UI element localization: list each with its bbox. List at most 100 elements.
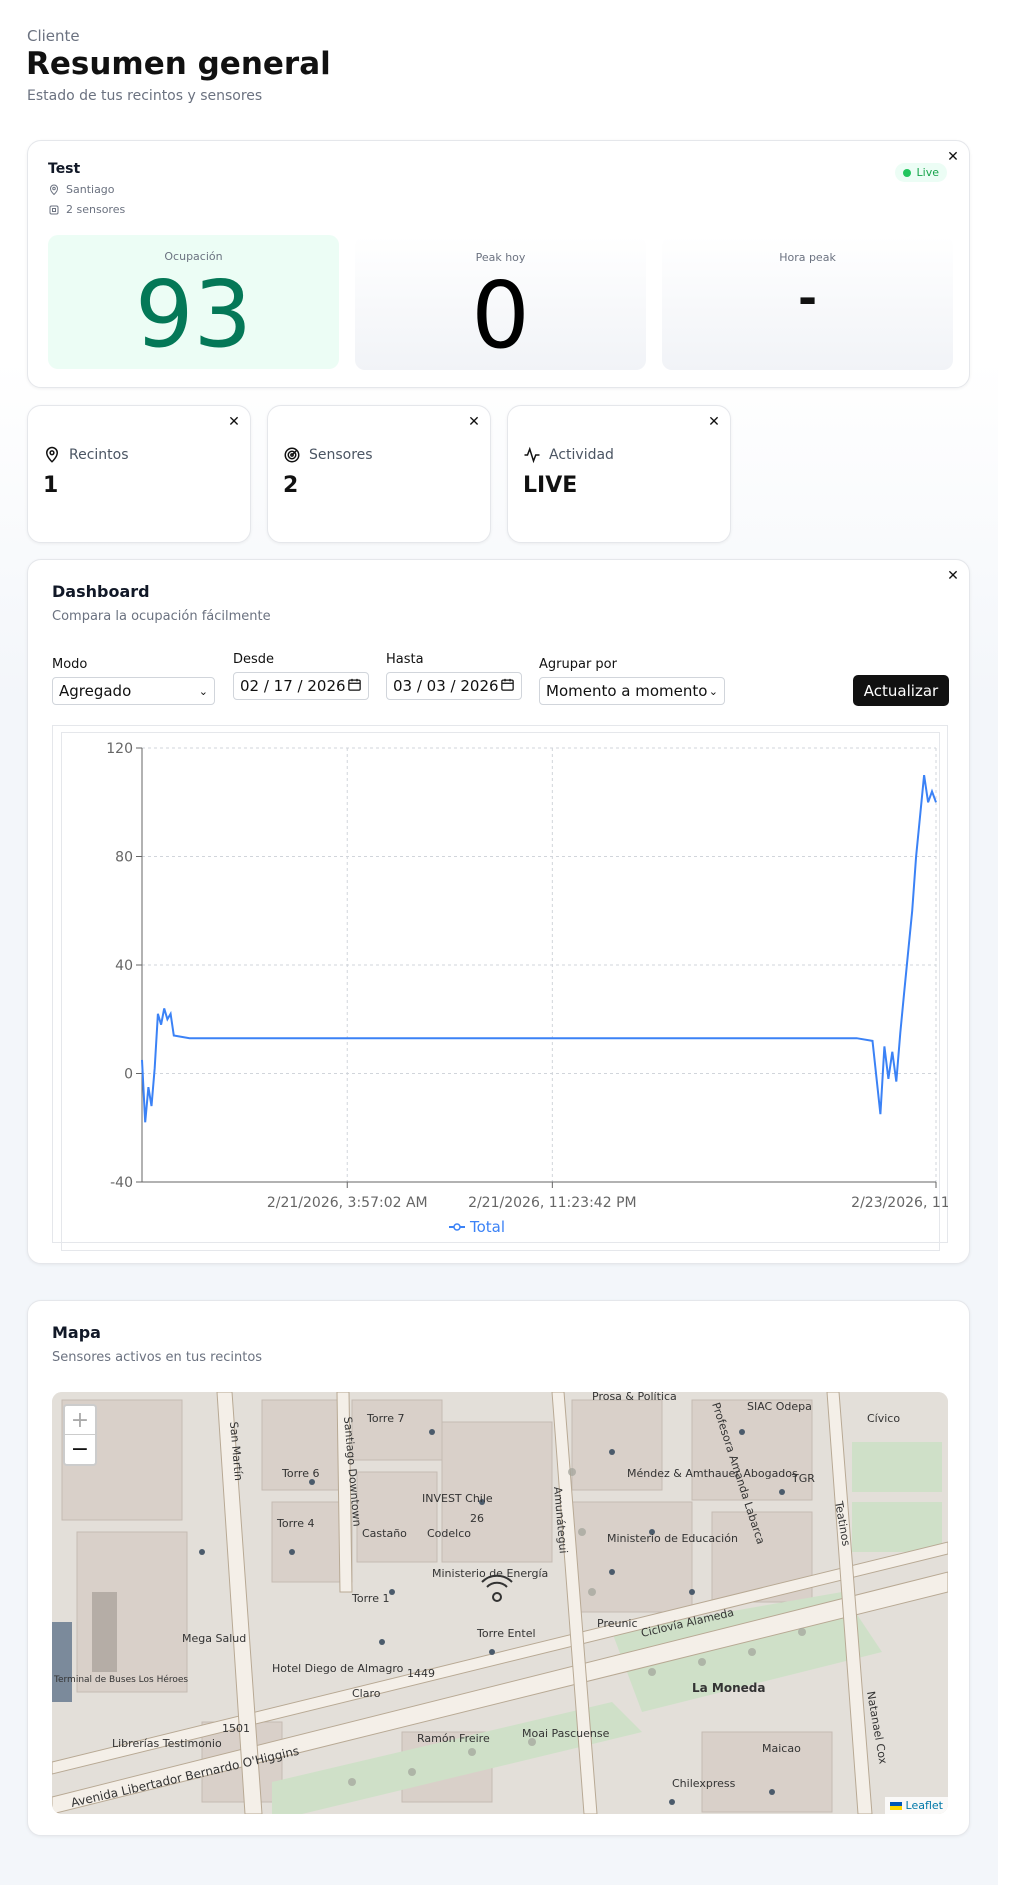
map-label: Torre 6	[281, 1467, 319, 1480]
mode-label: Modo	[52, 657, 88, 672]
map-attribution-label[interactable]: Leaflet	[905, 1799, 943, 1812]
map-label: Torre Entel	[476, 1627, 536, 1640]
chart-legend-marker	[453, 1223, 461, 1231]
map-label: TGR	[791, 1472, 815, 1485]
venue-name: Test	[48, 161, 81, 177]
map-label: Hotel Diego de Almagro	[272, 1662, 404, 1675]
calendar-icon[interactable]	[347, 677, 362, 696]
close-dashboard-card-button[interactable]: ✕	[943, 566, 963, 586]
ukraine-flag-icon	[889, 1801, 902, 1810]
map-label: Claro	[352, 1687, 381, 1700]
chart-legend-label: Total	[469, 1218, 505, 1236]
from-label: Desde	[233, 652, 275, 667]
radar-icon	[284, 447, 300, 463]
sensor-chip-icon	[49, 205, 59, 214]
map-label: Torre 7	[366, 1412, 404, 1425]
map-view[interactable]: San Martín Santiago Downtown Torre 7 Tor…	[52, 1392, 948, 1814]
map-label: 26	[470, 1512, 484, 1525]
chevron-down-icon: ⌄	[198, 684, 208, 698]
close-stat-card-button[interactable]: ✕	[704, 412, 724, 432]
live-badge-label: Live	[916, 166, 939, 179]
venue-location-row: Santiago	[48, 183, 115, 196]
map-label: Cívico	[867, 1412, 900, 1425]
zoom-control: + −	[63, 1404, 97, 1466]
map-label: INVEST Chile	[422, 1492, 493, 1505]
page-title: Resumen general	[26, 46, 331, 82]
metric-label: Hora peak	[779, 251, 836, 264]
chart-outer-frame	[52, 725, 948, 1243]
dashboard-title: Dashboard	[52, 582, 150, 601]
venue-card: ✕ Test Santiago 2 sensores Live Ocupació…	[27, 140, 970, 388]
sensor-marker-icon	[481, 1574, 513, 1602]
group-select[interactable]: Momento a momento ⌄	[539, 677, 725, 705]
zoom-out-button[interactable]: −	[70, 1437, 90, 1462]
stat-card-actividad: ✕ Actividad LIVE	[507, 405, 731, 543]
from-date-value: 02 / 17 / 2026	[240, 677, 346, 695]
map-label: Torre 4	[276, 1517, 314, 1530]
metric-value: 0	[471, 262, 530, 369]
chart-ytick-label: 0	[124, 1067, 133, 1083]
chevron-down-icon: ⌄	[708, 684, 718, 698]
map-pin-icon	[49, 184, 59, 195]
map-label: Amunátegui	[551, 1486, 570, 1554]
map-label: Ministerio de Educación	[607, 1532, 738, 1545]
update-button[interactable]: Actualizar	[853, 675, 949, 706]
page-subtitle: Estado de tus recintos y sensores	[27, 88, 263, 104]
from-date-input[interactable]: 02 / 17 / 2026	[233, 672, 369, 700]
metric-peak-hour: Hora peak -	[662, 236, 953, 370]
stat-value: 2	[283, 473, 299, 498]
map-label: Codelco	[427, 1527, 471, 1540]
metric-value: 93	[134, 261, 253, 368]
zoom-in-button[interactable]: +	[65, 1406, 95, 1435]
map-label: Prosa & Política	[592, 1392, 677, 1403]
map-label: Torre 1	[351, 1592, 389, 1605]
dashboard-card: ✕ Dashboard Compara la ocupación fácilme…	[27, 559, 970, 1264]
activity-icon	[524, 446, 540, 464]
chart-series-line	[141, 774, 937, 1123]
to-label: Hasta	[386, 652, 424, 667]
venue-location: Santiago	[66, 183, 115, 196]
map-label: Ramón Freire	[417, 1732, 490, 1745]
metric-occupancy: Ocupación 93	[48, 235, 339, 369]
chart-ytick-label: 80	[115, 850, 133, 866]
stat-label-row: Sensores	[283, 446, 373, 464]
map-subtitle: Sensores activos en tus recintos	[52, 1350, 263, 1365]
map-label: Méndez & Amthauer Abogados	[627, 1467, 798, 1480]
map-label: Maicao	[762, 1742, 801, 1755]
metric-value: -	[797, 271, 818, 325]
group-select-value: Momento a momento	[546, 682, 708, 700]
stat-card-recintos: ✕ Recintos 1	[27, 405, 251, 543]
map-label: Mega Salud	[182, 1632, 246, 1645]
map-label: Ministerio de Energía	[432, 1567, 548, 1580]
stat-label: Sensores	[309, 447, 373, 463]
map-label: 1501	[222, 1722, 250, 1735]
to-date-value: 03 / 03 / 2026	[393, 677, 499, 695]
map-attribution[interactable]: Leaflet	[884, 1797, 948, 1814]
stat-card-sensores: ✕ Sensores 2	[267, 405, 491, 543]
chart-ytick-label: 120	[106, 741, 133, 757]
mode-select-value: Agregado	[59, 682, 132, 700]
mode-select[interactable]: Agregado ⌄	[52, 677, 215, 705]
live-dot-icon	[902, 168, 911, 177]
close-stat-card-button[interactable]: ✕	[464, 412, 484, 432]
close-stat-card-button[interactable]: ✕	[224, 412, 244, 432]
chart-ytick-label: -40	[110, 1175, 133, 1191]
close-venue-card-button[interactable]: ✕	[943, 147, 963, 167]
map-title: Mapa	[52, 1323, 101, 1342]
map-label: La Moneda	[692, 1681, 765, 1695]
dashboard-subtitle: Compara la ocupación fácilmente	[52, 609, 271, 624]
chart-xtick-label: 2/23/2026, 11:40:14 AM	[851, 1195, 948, 1211]
stat-label: Actividad	[549, 447, 614, 463]
chart-xtick-label: 2/21/2026, 3:57:02 AM	[267, 1195, 428, 1211]
stat-label-row: Recintos	[43, 446, 129, 464]
map-label: 1449	[407, 1667, 435, 1680]
chart-xtick-label: 2/21/2026, 11:23:42 PM	[468, 1195, 637, 1211]
to-date-input[interactable]: 03 / 03 / 2026	[386, 672, 522, 700]
stat-value: LIVE	[523, 473, 578, 498]
map-tiles[interactable]: San Martín Santiago Downtown Torre 7 Tor…	[52, 1392, 948, 1814]
map-label: Terminal de Buses Los Héroes	[53, 1674, 188, 1685]
metric-label: Ocupación	[164, 250, 223, 263]
map-label: Preunic	[597, 1617, 638, 1630]
calendar-icon[interactable]	[500, 677, 515, 696]
